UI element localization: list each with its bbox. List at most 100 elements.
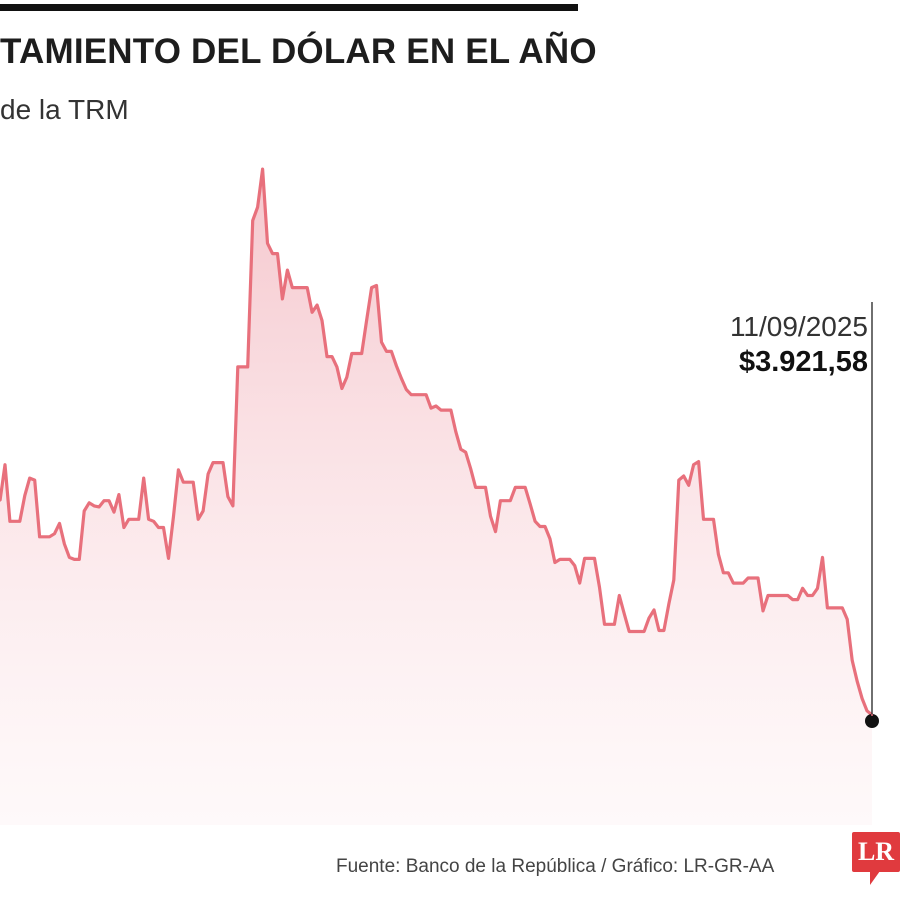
data-point bbox=[430, 407, 432, 410]
data-point bbox=[385, 350, 388, 353]
data-point bbox=[717, 553, 720, 556]
data-point bbox=[856, 680, 859, 682]
data-point bbox=[142, 477, 145, 480]
data-point bbox=[405, 388, 408, 391]
data-point bbox=[355, 352, 358, 355]
data-point bbox=[534, 520, 537, 523]
data-point bbox=[504, 499, 507, 502]
data-point bbox=[113, 511, 115, 514]
data-point bbox=[261, 168, 264, 171]
data-point bbox=[222, 461, 224, 464]
data-point bbox=[53, 532, 56, 535]
data-point bbox=[762, 609, 764, 612]
data-point bbox=[638, 630, 641, 633]
data-point bbox=[747, 577, 750, 579]
data-point bbox=[88, 501, 91, 504]
data-point bbox=[444, 409, 447, 412]
data-point bbox=[311, 311, 314, 314]
data-point bbox=[58, 522, 61, 525]
data-point bbox=[241, 365, 244, 368]
data-point bbox=[672, 579, 675, 581]
data-point bbox=[415, 393, 418, 396]
data-point bbox=[623, 613, 626, 615]
data-point bbox=[489, 515, 492, 518]
data-point bbox=[340, 387, 343, 390]
data-point bbox=[866, 709, 868, 712]
data-point bbox=[648, 617, 650, 620]
data-point bbox=[63, 543, 66, 545]
data-point bbox=[524, 486, 527, 489]
data-point bbox=[539, 525, 541, 528]
data-point bbox=[0, 499, 1, 502]
data-point bbox=[459, 448, 462, 451]
data-point bbox=[578, 582, 581, 585]
data-point bbox=[841, 606, 844, 609]
data-point bbox=[821, 556, 824, 559]
data-point bbox=[226, 495, 229, 498]
data-point bbox=[702, 518, 705, 521]
data-point bbox=[420, 393, 423, 396]
data-point bbox=[544, 525, 546, 528]
data-point bbox=[360, 352, 363, 355]
data-point bbox=[871, 714, 873, 716]
source-note: Fuente: Banco de la República / Gráfico:… bbox=[336, 856, 775, 877]
data-point bbox=[167, 557, 170, 560]
data-point bbox=[390, 350, 393, 353]
data-point bbox=[276, 252, 279, 255]
data-point bbox=[613, 623, 616, 626]
data-point bbox=[603, 623, 606, 626]
top-rule bbox=[0, 4, 578, 11]
data-point bbox=[38, 535, 41, 538]
series-area bbox=[0, 169, 872, 826]
data-point bbox=[365, 319, 368, 322]
data-point bbox=[583, 557, 586, 560]
data-point bbox=[425, 393, 428, 396]
data-point bbox=[202, 510, 205, 512]
data-point bbox=[573, 564, 576, 567]
data-point bbox=[549, 537, 551, 540]
data-point bbox=[48, 535, 51, 538]
data-point bbox=[4, 463, 6, 466]
data-point bbox=[117, 493, 120, 496]
data-point bbox=[687, 484, 690, 487]
data-point bbox=[479, 486, 482, 489]
data-point bbox=[811, 594, 814, 597]
data-point bbox=[83, 510, 86, 512]
data-point bbox=[781, 594, 784, 597]
data-point bbox=[306, 286, 309, 289]
data-point bbox=[474, 486, 477, 489]
lr-logo: LR bbox=[852, 832, 900, 872]
data-point bbox=[251, 219, 254, 222]
data-point bbox=[177, 468, 180, 471]
data-point bbox=[380, 341, 383, 344]
data-point bbox=[767, 594, 769, 597]
data-point bbox=[618, 594, 621, 597]
data-point bbox=[831, 606, 834, 609]
data-point bbox=[127, 518, 130, 521]
data-point bbox=[231, 504, 234, 507]
data-point bbox=[677, 479, 680, 482]
data-point bbox=[742, 582, 745, 585]
data-point bbox=[147, 518, 150, 521]
data-point bbox=[851, 659, 854, 662]
data-point bbox=[286, 269, 289, 272]
data-point bbox=[658, 629, 660, 632]
data-point bbox=[68, 556, 71, 559]
data-point bbox=[400, 377, 403, 380]
data-point bbox=[643, 630, 646, 633]
data-point bbox=[78, 558, 81, 561]
data-point bbox=[598, 586, 601, 589]
data-point bbox=[301, 286, 304, 289]
data-point bbox=[187, 481, 190, 484]
data-point bbox=[712, 518, 715, 521]
data-point bbox=[207, 473, 210, 475]
lr-logo-tail bbox=[870, 871, 880, 885]
data-point bbox=[836, 606, 839, 609]
data-point bbox=[316, 304, 319, 307]
data-point bbox=[786, 594, 789, 597]
data-point bbox=[469, 467, 472, 470]
data-point bbox=[395, 364, 398, 367]
annotation-date: 11/09/2025 bbox=[730, 311, 868, 342]
data-point bbox=[697, 460, 700, 463]
